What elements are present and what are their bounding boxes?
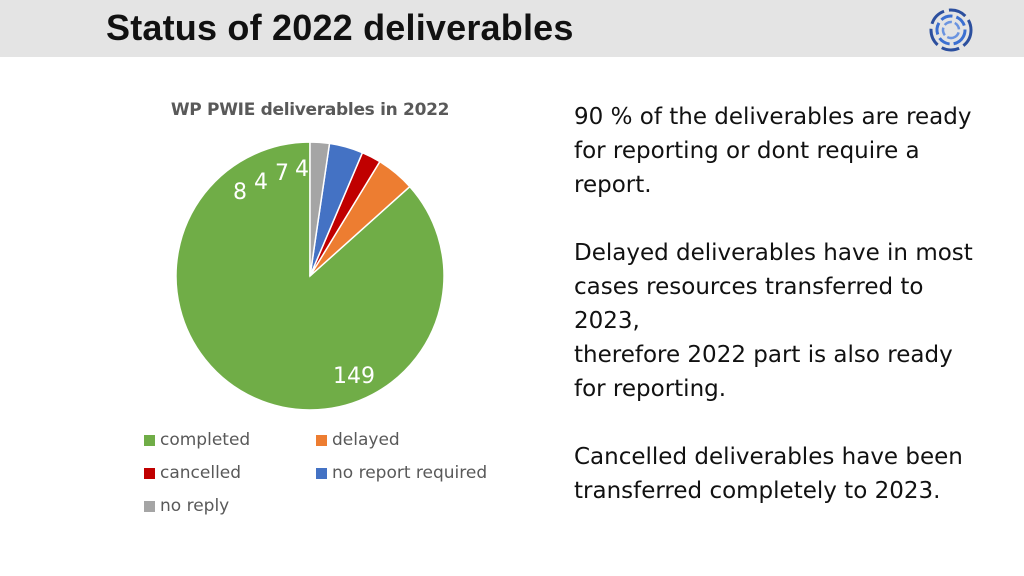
- legend-label-no-report-required: no report required: [332, 463, 488, 483]
- legend-swatch-cancelled: [144, 467, 155, 479]
- page-title: Status of 2022 deliverables: [106, 7, 574, 48]
- note-line: Delayed deliverables have in most: [574, 240, 973, 266]
- legend-swatch-completed: [144, 434, 155, 446]
- legend-swatch-no-reply: [144, 500, 155, 512]
- legend-label-no-reply: no reply: [160, 496, 230, 516]
- legend-label-completed: completed: [160, 430, 251, 450]
- note-line: report.: [574, 172, 652, 198]
- legend-swatch-no-report-required: [316, 467, 327, 479]
- data-label-cancelled: 4: [254, 170, 268, 195]
- data-label-delayed: 8: [233, 180, 247, 205]
- legend-item-cancelled: cancelled: [144, 463, 241, 483]
- legend-item-no-reply: no reply: [144, 496, 229, 516]
- note-line: for reporting or dont require a: [574, 138, 920, 164]
- note-line: cases resources transferred to: [574, 274, 924, 300]
- pie-slice-no-reply: [309, 141, 331, 277]
- note-line: for reporting.: [574, 376, 727, 402]
- data-label-no-reply: 4: [295, 157, 309, 182]
- note-line: 2023,: [574, 308, 640, 334]
- data-label-no-report-required: 7: [275, 161, 289, 186]
- notes-text: 90 % of the deliverables are ready for r…: [574, 100, 1014, 508]
- chart-legend: completed delayed cancelled no report re…: [144, 430, 524, 530]
- legend-item-completed: completed: [144, 430, 250, 450]
- legend-label-delayed: delayed: [332, 430, 400, 450]
- legend-label-cancelled: cancelled: [160, 463, 242, 483]
- note-line: transferred completely to 2023.: [574, 478, 941, 504]
- data-label-completed: 149: [333, 364, 375, 389]
- note-line: 90 % of the deliverables are ready: [574, 104, 972, 130]
- note-line: Cancelled deliverables have been: [574, 444, 963, 470]
- legend-item-no-report-required: no report required: [316, 463, 487, 483]
- legend-swatch-delayed: [316, 434, 327, 446]
- header-bar: Status of 2022 deliverables: [0, 0, 1024, 57]
- chart-title: WP PWIE deliverables in 2022: [170, 100, 450, 120]
- legend-item-delayed: delayed: [316, 430, 400, 450]
- circular-arrows-logo-icon: [929, 8, 973, 52]
- note-line: therefore 2022 part is also ready: [574, 342, 953, 368]
